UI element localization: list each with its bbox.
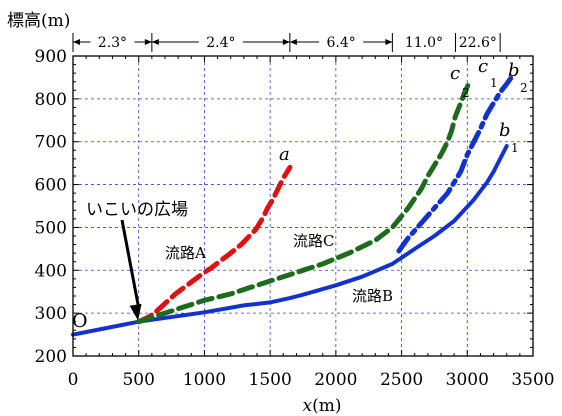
segment-arrowhead-right bbox=[282, 39, 290, 45]
y-tick-labels: 200 300 400 500 600 700 800 900 bbox=[35, 47, 67, 367]
segment-arrowhead-left bbox=[151, 39, 159, 45]
segment-arrowhead-right bbox=[144, 39, 152, 45]
series-layer bbox=[71, 75, 514, 337]
plaza-arrow bbox=[120, 219, 140, 305]
endpoint-subscript: 1 bbox=[511, 141, 519, 155]
x-tick-label: 3500 bbox=[511, 370, 554, 390]
x-tick-label: 500 bbox=[122, 370, 154, 390]
y-tick-label: 400 bbox=[35, 261, 67, 281]
slope-segment: 22.6° bbox=[459, 35, 497, 51]
slope-segment: 6.4° bbox=[289, 35, 393, 51]
endpoint-label-a: a bbox=[279, 144, 290, 165]
origin-label: O bbox=[72, 310, 88, 332]
y-tick-label: 600 bbox=[35, 176, 67, 196]
endpoint-subscript: 2 bbox=[520, 81, 528, 95]
series-label-C: 流路C bbox=[293, 232, 334, 250]
series-label-B: 流路B bbox=[352, 287, 393, 305]
plaza-annotation-label: いこいの広場 bbox=[86, 200, 188, 220]
y-tick-label: 800 bbox=[35, 90, 67, 110]
y-tick-label: 300 bbox=[35, 304, 67, 324]
endpoint-label-c2: c 2 bbox=[450, 63, 470, 100]
endpoint-letter: c bbox=[450, 63, 460, 84]
x-tick-label: 2000 bbox=[314, 370, 357, 390]
plot-frame bbox=[72, 55, 534, 357]
x-tick-label: 1500 bbox=[249, 370, 292, 390]
endpoint-label-c1: c 1 bbox=[478, 56, 498, 90]
endpoint-subscript: 2 bbox=[462, 86, 470, 100]
segment-label: 2.3° bbox=[98, 35, 127, 51]
endpoint-label-b2: b 2 bbox=[508, 60, 528, 95]
y-tick-label: 900 bbox=[35, 47, 67, 67]
slope-segments: 2.3° 2.4° 6.4° 11.0° 22.6° bbox=[72, 33, 501, 52]
series-line-A bbox=[136, 164, 293, 325]
endpoint-label-b1: b 1 bbox=[499, 120, 519, 155]
series-label-A: 流路A bbox=[165, 244, 206, 262]
x-axis-title: x(m) bbox=[303, 396, 342, 416]
segment-label: 2.4° bbox=[206, 35, 235, 51]
x-axis-title-unit: (m) bbox=[312, 396, 341, 416]
x-tick-labels: 0 500 1000 1500 2000 2500 3000 3500 bbox=[68, 370, 555, 390]
series-line-C bbox=[136, 81, 472, 325]
endpoint-letter: b bbox=[499, 120, 511, 141]
y-tick-label: 200 bbox=[35, 347, 67, 367]
x-tick-label: 2500 bbox=[380, 370, 423, 390]
segment-label: 11.0° bbox=[405, 35, 443, 51]
slope-segment: 11.0° bbox=[405, 35, 443, 51]
segment-arrowhead-right bbox=[385, 39, 393, 45]
x-tick-label: 3000 bbox=[446, 370, 489, 390]
endpoint-letter: c bbox=[478, 56, 488, 77]
slope-segment: 2.3° bbox=[73, 35, 152, 51]
series-line-B2 bbox=[396, 75, 514, 254]
endpoint-subscript: 1 bbox=[490, 76, 498, 90]
x-axis-title-variable: x bbox=[303, 396, 313, 416]
endpoint-letter: b bbox=[508, 60, 520, 81]
segment-label: 22.6° bbox=[459, 35, 497, 51]
segment-label: 6.4° bbox=[326, 35, 355, 51]
endpoint-letter: a bbox=[279, 144, 290, 165]
series-line-B bbox=[71, 144, 509, 337]
segment-arrowhead-left bbox=[73, 39, 80, 45]
tick-marks bbox=[72, 55, 534, 357]
y-axis-title: 標高(m) bbox=[7, 11, 70, 31]
slope-segment: 2.4° bbox=[151, 35, 290, 51]
x-tick-label: 1000 bbox=[183, 370, 226, 390]
plaza-arrowhead bbox=[129, 303, 142, 321]
segment-arrowhead-left bbox=[289, 39, 297, 45]
y-tick-label: 500 bbox=[35, 218, 67, 238]
y-tick-label: 700 bbox=[35, 133, 67, 153]
x-tick-label: 0 bbox=[68, 370, 79, 390]
